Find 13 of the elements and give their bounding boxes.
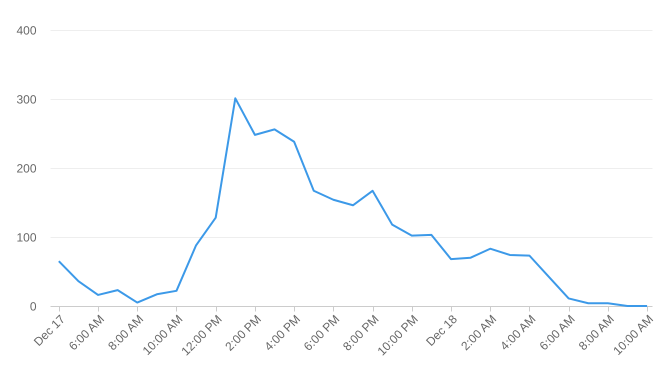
y-tick-label: 400 <box>16 24 37 38</box>
y-tick-label: 0 <box>30 300 37 314</box>
x-tick-label: 6:00 AM <box>536 312 578 354</box>
x-tick-label: 4:00 PM <box>262 312 304 354</box>
x-tick-label: 4:00 AM <box>497 312 538 354</box>
x-tick-label: Dec 17 <box>31 312 68 349</box>
y-tick-label: 100 <box>16 230 37 244</box>
line-series <box>58 97 648 307</box>
x-tick-label: Dec 18 <box>423 312 460 349</box>
x-tick-label: 6:00 PM <box>300 312 342 354</box>
y-tick-label: 200 <box>16 162 37 176</box>
y-tick-label: 300 <box>16 92 37 106</box>
x-tick-label: 6:00 AM <box>66 312 108 354</box>
